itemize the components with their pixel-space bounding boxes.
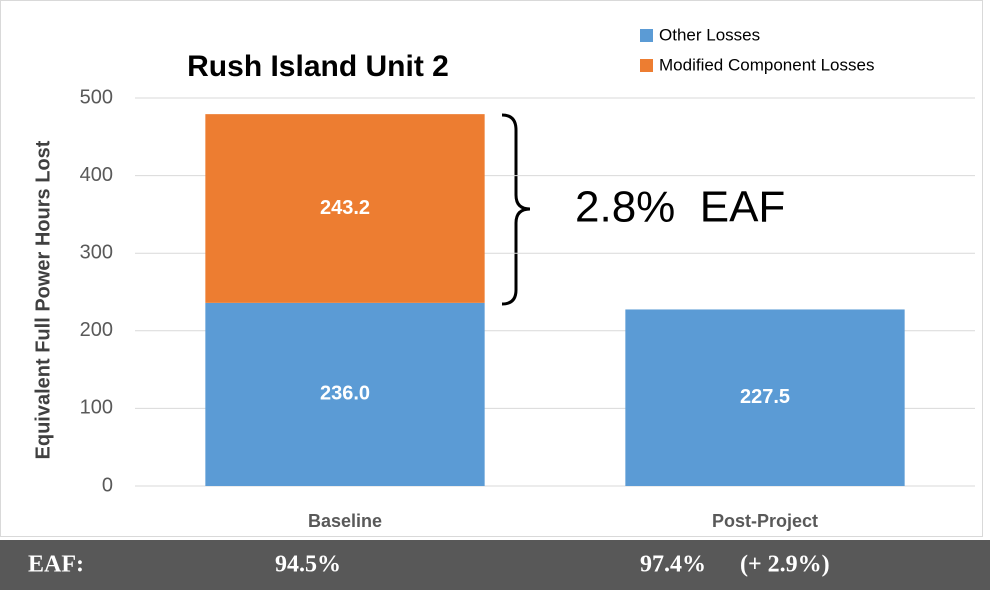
data-label: 243.2 bbox=[320, 197, 370, 219]
y-tick-label: 0 bbox=[102, 474, 113, 496]
bar-segment bbox=[625, 309, 905, 486]
footer-value: 94.5% bbox=[275, 552, 341, 578]
y-tick-label: 200 bbox=[80, 319, 113, 341]
bar-segment bbox=[205, 114, 485, 303]
x-tick-label: Post-Project bbox=[712, 511, 818, 531]
data-label: 236.0 bbox=[320, 383, 370, 405]
legend-label: Other Losses bbox=[659, 25, 760, 44]
legend-swatch bbox=[640, 29, 653, 42]
y-tick-label: 300 bbox=[80, 241, 113, 263]
y-tick-label: 500 bbox=[80, 86, 113, 108]
footer-value: (+ 2.9%) bbox=[740, 552, 830, 578]
y-tick-label: 400 bbox=[80, 164, 113, 186]
y-axis-label: Equivalent Full Power Hours Lost bbox=[32, 140, 54, 459]
chart-title: Rush Island Unit 2 bbox=[187, 50, 449, 83]
legend-swatch bbox=[640, 59, 653, 72]
footer-value: 97.4% bbox=[640, 552, 706, 578]
footer-bar bbox=[0, 540, 990, 590]
bar-segment bbox=[205, 302, 485, 486]
brace bbox=[501, 113, 531, 306]
y-tick-label: 100 bbox=[80, 397, 113, 419]
legend-label: Modified Component Losses bbox=[659, 55, 874, 74]
data-label: 227.5 bbox=[740, 386, 790, 408]
annotation: 2.8% EAF bbox=[575, 183, 785, 232]
footer-label: EAF: bbox=[28, 552, 84, 578]
x-tick-label: Baseline bbox=[308, 511, 382, 531]
